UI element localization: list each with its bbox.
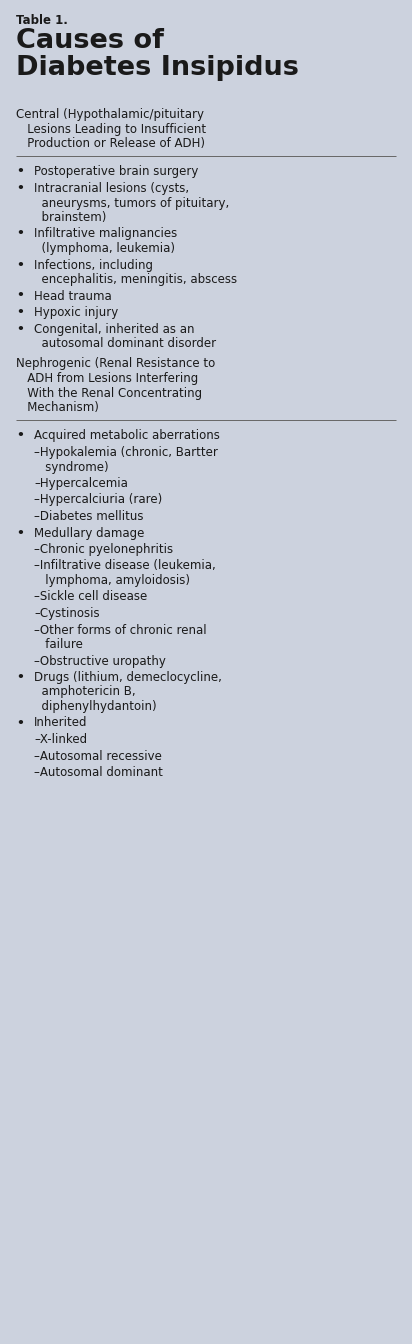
Text: •: • xyxy=(16,227,24,241)
Text: –Other forms of chronic renal: –Other forms of chronic renal xyxy=(34,624,207,637)
Text: Acquired metabolic aberrations: Acquired metabolic aberrations xyxy=(34,430,220,442)
Text: Drugs (lithium, demeclocycline,: Drugs (lithium, demeclocycline, xyxy=(34,671,222,684)
Text: Postoperative brain surgery: Postoperative brain surgery xyxy=(34,165,198,179)
Text: –Infiltrative disease (leukemia,: –Infiltrative disease (leukemia, xyxy=(34,559,216,573)
Text: Hypoxic injury: Hypoxic injury xyxy=(34,306,118,319)
Text: –X-linked: –X-linked xyxy=(34,732,87,746)
Text: –Chronic pyelonephritis: –Chronic pyelonephritis xyxy=(34,543,173,556)
Text: •: • xyxy=(16,323,24,336)
Text: Lesions Leading to Insufficient: Lesions Leading to Insufficient xyxy=(16,122,206,136)
Text: –Hypercalcemia: –Hypercalcemia xyxy=(34,477,128,491)
Text: •: • xyxy=(16,527,24,539)
Text: Congenital, inherited as an: Congenital, inherited as an xyxy=(34,323,194,336)
Text: Infiltrative malignancies: Infiltrative malignancies xyxy=(34,227,177,241)
Text: failure: failure xyxy=(34,638,83,650)
Text: •: • xyxy=(16,671,24,684)
Text: Inherited: Inherited xyxy=(34,716,87,730)
Text: brainstem): brainstem) xyxy=(34,211,106,224)
Text: •: • xyxy=(16,258,24,271)
Text: Central (Hypothalamic/pituitary: Central (Hypothalamic/pituitary xyxy=(16,108,204,121)
Text: diphenylhydantoin): diphenylhydantoin) xyxy=(34,700,157,714)
Text: Table 1.: Table 1. xyxy=(16,13,68,27)
Text: –Diabetes mellitus: –Diabetes mellitus xyxy=(34,509,143,523)
Text: •: • xyxy=(16,289,24,302)
Text: –Hypercalciuria (rare): –Hypercalciuria (rare) xyxy=(34,493,162,507)
Text: (lymphoma, leukemia): (lymphoma, leukemia) xyxy=(34,242,175,255)
Text: •: • xyxy=(16,181,24,195)
Text: •: • xyxy=(16,716,24,730)
Text: Infections, including: Infections, including xyxy=(34,258,153,271)
Text: syndrome): syndrome) xyxy=(34,461,109,473)
Text: Medullary damage: Medullary damage xyxy=(34,527,144,539)
Text: Nephrogenic (Renal Resistance to: Nephrogenic (Renal Resistance to xyxy=(16,358,215,371)
Text: amphotericin B,: amphotericin B, xyxy=(34,685,136,699)
Text: Mechanism): Mechanism) xyxy=(16,401,99,414)
Text: –Autosomal recessive: –Autosomal recessive xyxy=(34,750,162,762)
Text: •: • xyxy=(16,430,24,442)
Text: –Hypokalemia (chronic, Bartter: –Hypokalemia (chronic, Bartter xyxy=(34,446,218,460)
Text: aneurysms, tumors of pituitary,: aneurysms, tumors of pituitary, xyxy=(34,196,229,210)
Text: ADH from Lesions Interfering: ADH from Lesions Interfering xyxy=(16,372,198,384)
Text: Head trauma: Head trauma xyxy=(34,289,112,302)
Text: –Cystinosis: –Cystinosis xyxy=(34,607,100,620)
Text: Causes of
Diabetes Insipidus: Causes of Diabetes Insipidus xyxy=(16,28,299,81)
Text: –Autosomal dominant: –Autosomal dominant xyxy=(34,766,163,780)
Text: Production or Release of ADH): Production or Release of ADH) xyxy=(16,137,205,151)
Text: lymphoma, amyloidosis): lymphoma, amyloidosis) xyxy=(34,574,190,587)
Text: –Obstructive uropathy: –Obstructive uropathy xyxy=(34,655,166,668)
Text: Intracranial lesions (cysts,: Intracranial lesions (cysts, xyxy=(34,181,189,195)
Text: encephalitis, meningitis, abscess: encephalitis, meningitis, abscess xyxy=(34,273,237,286)
Text: •: • xyxy=(16,306,24,319)
Text: With the Renal Concentrating: With the Renal Concentrating xyxy=(16,387,202,399)
Text: –Sickle cell disease: –Sickle cell disease xyxy=(34,590,147,603)
Text: autosomal dominant disorder: autosomal dominant disorder xyxy=(34,337,216,349)
Text: •: • xyxy=(16,165,24,179)
